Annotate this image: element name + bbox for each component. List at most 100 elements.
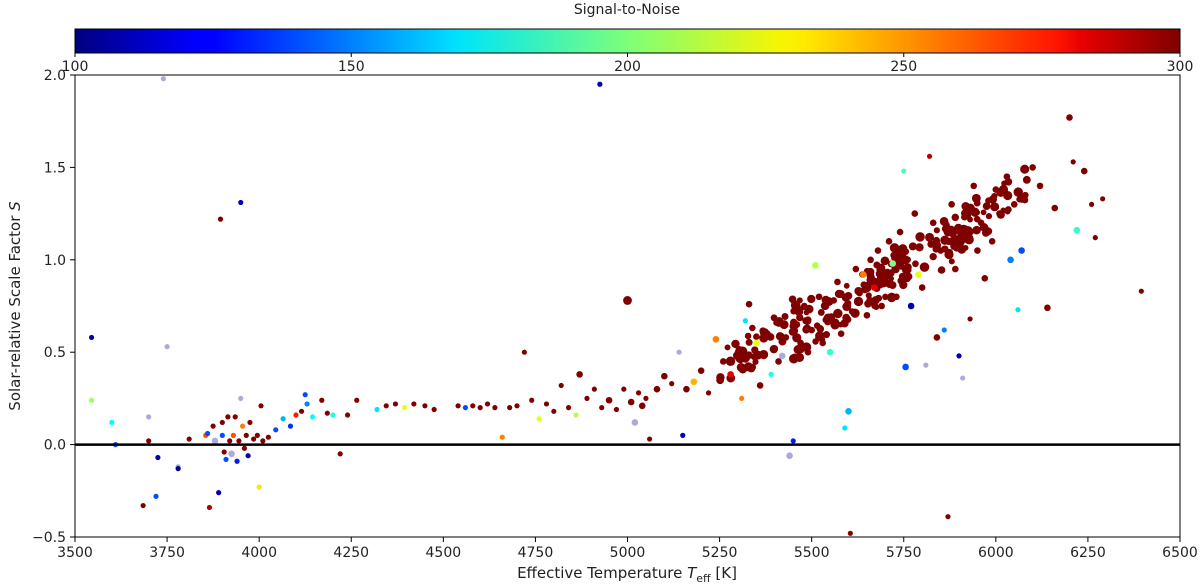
scatter-point (514, 403, 520, 409)
scatter-point (771, 345, 779, 352)
scatter-point (972, 225, 981, 235)
scatter-point (956, 353, 962, 359)
scatter-point (911, 210, 919, 217)
colorbar-tick-label: 100 (62, 59, 89, 75)
scatter-point (302, 392, 308, 398)
scatter-point (945, 514, 951, 520)
scatter-point (462, 405, 469, 411)
scatter-point (801, 302, 808, 310)
scatter-point (230, 432, 236, 438)
scatter-point (1007, 256, 1014, 264)
scatter-point (782, 334, 790, 341)
scatter-point (731, 339, 740, 349)
scatter-point (992, 186, 1000, 193)
scatter-point (1018, 247, 1025, 254)
scatter-point (238, 199, 244, 206)
plot-frame (74, 74, 1181, 538)
scatter-point (919, 262, 930, 272)
colorbar-title: Signal-to-Noise (574, 2, 680, 18)
scatter-point (826, 348, 834, 356)
scatter-point (324, 410, 330, 416)
scatter-point (354, 397, 360, 403)
scatter-point (219, 432, 225, 438)
x-tick-label: 5750 (886, 545, 922, 561)
scatter-point (492, 405, 498, 411)
scatter-point (280, 416, 286, 422)
colorbar-tick-label: 300 (1167, 59, 1194, 75)
scatter-point (848, 308, 856, 315)
scatter-point (309, 414, 316, 420)
x-tick-label: 5250 (702, 545, 738, 561)
scatter-point (882, 274, 889, 282)
scatter-point (985, 213, 993, 220)
scatter-point (915, 243, 924, 252)
scatter-point (1004, 206, 1012, 213)
scatter-point (792, 333, 802, 343)
scatter-point (823, 315, 830, 323)
scatter-point (205, 430, 211, 437)
scatter-points (88, 76, 1144, 536)
x-tick-label: 5000 (610, 545, 646, 561)
scatter-point (752, 358, 759, 365)
scatter-point (499, 434, 505, 440)
y-tick-label: 2.0 (44, 68, 66, 84)
scatter-point (786, 452, 793, 459)
scatter-point (1036, 182, 1044, 190)
scatter-point (896, 228, 904, 236)
scatter-point (856, 289, 863, 297)
scatter-point (821, 302, 828, 309)
scatter-point (882, 293, 889, 301)
scatter-point (756, 382, 764, 389)
plot-area: 3500 3750 4000 4250 4500 4750 5000 5250 5500 5750… (32, 68, 1198, 561)
scatter-point (899, 280, 908, 290)
scatter-point (217, 216, 224, 222)
scatter-point (745, 351, 753, 359)
scatter-point (842, 302, 852, 312)
scatter-point (817, 309, 825, 316)
scatter-point (887, 269, 895, 277)
scatter-point (961, 234, 970, 243)
colorbar-tick-label: 150 (338, 59, 365, 75)
scatter-point (876, 266, 883, 274)
scatter-point (521, 349, 527, 355)
scatter-point (680, 432, 686, 438)
scatter-point (744, 332, 752, 340)
scatter-point (1022, 191, 1029, 199)
scatter-point (241, 445, 248, 451)
scatter-point (902, 265, 911, 275)
scatter-point (631, 419, 639, 426)
scatter-point (907, 302, 915, 310)
scatter-point (842, 313, 851, 322)
colorbar-tick-label: 200 (614, 59, 641, 75)
scatter-point (790, 438, 796, 444)
scatter-point (719, 358, 727, 365)
scatter-point (422, 403, 428, 409)
scatter-point (392, 401, 399, 407)
scatter-point (873, 303, 880, 310)
scatter-point (676, 349, 682, 355)
scatter-point (597, 81, 603, 87)
scatter-point (753, 333, 760, 341)
scatter-point (768, 371, 774, 377)
scatter-point (790, 300, 801, 311)
scatter-point (1003, 173, 1011, 180)
x-axis-ticks: 3500 3750 4000 4250 4500 4750 5000 5250 5500 5750… (57, 537, 1198, 561)
scatter-point (661, 372, 668, 380)
scatter-point (88, 334, 95, 341)
scatter-point (927, 240, 935, 248)
scatter-point (901, 248, 910, 256)
scatter-point (265, 434, 271, 440)
scatter-point (402, 405, 408, 411)
scatter-point (819, 339, 827, 347)
scatter-point (1100, 196, 1106, 202)
scatter-point (653, 385, 661, 393)
scatter-point (878, 302, 885, 310)
scatter-point (946, 248, 954, 256)
scatter-point (273, 427, 279, 433)
scatter-point (745, 338, 753, 346)
scatter-point (293, 412, 299, 418)
colorbar-tick-label: 250 (890, 59, 917, 75)
scatter-point (239, 423, 246, 429)
scatter-point (337, 451, 343, 457)
scatter-point (974, 247, 981, 254)
